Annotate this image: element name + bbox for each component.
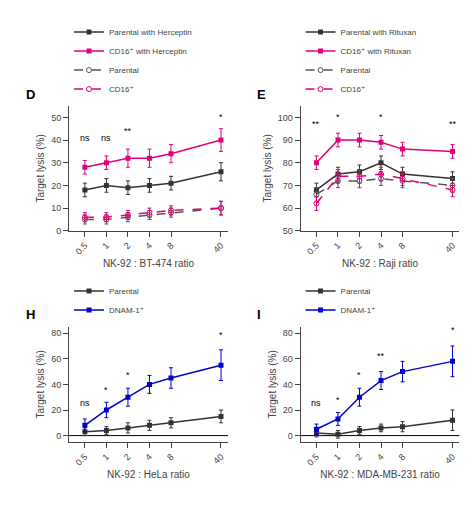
svg-text:*: * (379, 112, 383, 122)
svg-text:100: 100 (278, 113, 293, 123)
svg-text:50: 50 (283, 226, 293, 236)
svg-text:*: * (104, 385, 108, 395)
svg-text:1: 1 (100, 452, 111, 463)
svg-text:NK-92 : Raji ratio: NK-92 : Raji ratio (342, 258, 419, 269)
svg-text:NK-92 : BT-474 ratio: NK-92 : BT-474 ratio (103, 258, 195, 269)
svg-text:**: ** (377, 351, 385, 361)
svg-text:Target lysis (%): Target lysis (%) (35, 350, 46, 418)
svg-text:Target lysis (%): Target lysis (%) (262, 134, 273, 202)
svg-text:0.5: 0.5 (74, 241, 90, 257)
svg-text:0: 0 (56, 226, 61, 236)
svg-text:4: 4 (143, 241, 154, 252)
svg-text:DNAM-1⁺: DNAM-1⁺ (341, 306, 376, 315)
svg-text:90: 90 (283, 135, 293, 145)
svg-text:**: ** (124, 126, 132, 136)
svg-text:40: 40 (51, 135, 61, 145)
svg-text:8: 8 (165, 241, 176, 252)
svg-text:4: 4 (375, 452, 386, 463)
svg-text:Parental: Parental (109, 287, 139, 296)
svg-text:2: 2 (122, 452, 133, 463)
svg-text:ns: ns (80, 398, 90, 408)
svg-text:40: 40 (211, 241, 225, 255)
svg-text:I: I (257, 307, 261, 322)
svg-text:80: 80 (283, 158, 293, 168)
svg-text:70: 70 (283, 181, 293, 191)
svg-text:2: 2 (353, 241, 364, 252)
svg-text:*: * (219, 112, 223, 122)
svg-text:*: * (451, 325, 455, 335)
svg-text:60: 60 (283, 203, 293, 213)
svg-text:40: 40 (211, 452, 225, 466)
svg-text:0.5: 0.5 (74, 452, 90, 468)
svg-text:0: 0 (56, 431, 61, 441)
svg-text:**: ** (449, 119, 457, 129)
svg-text:E: E (257, 87, 266, 102)
svg-text:CD16⁺ with Rituxan: CD16⁺ with Rituxan (341, 47, 411, 56)
svg-text:4: 4 (143, 452, 154, 463)
svg-text:20: 20 (51, 181, 61, 191)
svg-text:CD16⁺ with Herceptin: CD16⁺ with Herceptin (109, 47, 187, 56)
svg-text:NK-92 : MDA-MB-231 ratio: NK-92 : MDA-MB-231 ratio (320, 469, 440, 480)
svg-text:2: 2 (122, 241, 133, 252)
svg-text:Target lysis (%): Target lysis (%) (267, 350, 278, 418)
svg-text:Target lysis (%): Target lysis (%) (35, 134, 46, 202)
svg-text:Parental: Parental (341, 287, 371, 296)
svg-text:60: 60 (283, 354, 293, 364)
svg-text:*: * (357, 370, 361, 380)
svg-text:8: 8 (165, 452, 176, 463)
svg-text:1: 1 (100, 241, 111, 252)
svg-text:DNAM-1⁺: DNAM-1⁺ (109, 306, 144, 315)
svg-text:40: 40 (443, 452, 457, 466)
svg-text:50: 50 (51, 113, 61, 123)
svg-text:*: * (336, 112, 340, 122)
svg-text:2: 2 (353, 452, 364, 463)
svg-text:NK-92 : HeLa ratio: NK-92 : HeLa ratio (107, 469, 190, 480)
svg-text:10: 10 (51, 203, 61, 213)
svg-text:20: 20 (51, 405, 61, 415)
svg-text:1: 1 (332, 241, 343, 252)
svg-text:CD16⁺: CD16⁺ (109, 85, 134, 94)
svg-text:*: * (126, 370, 130, 380)
svg-text:0.5: 0.5 (305, 241, 321, 257)
svg-text:ns: ns (311, 398, 321, 408)
svg-text:40: 40 (443, 241, 457, 255)
svg-text:80: 80 (51, 328, 61, 338)
svg-text:*: * (336, 395, 340, 405)
svg-text:0: 0 (288, 431, 293, 441)
svg-text:0.5: 0.5 (305, 452, 321, 468)
svg-text:H: H (26, 307, 35, 322)
svg-text:**: ** (312, 119, 320, 129)
svg-text:Parental: Parental (109, 66, 139, 75)
svg-text:D: D (26, 87, 35, 102)
svg-text:Parental: Parental (341, 66, 371, 75)
svg-text:4: 4 (375, 241, 386, 252)
svg-text:*: * (219, 330, 223, 340)
svg-text:ns: ns (80, 133, 90, 143)
svg-text:ns: ns (101, 133, 111, 143)
svg-text:CD16⁺: CD16⁺ (341, 85, 366, 94)
svg-text:Parental with Rituxan: Parental with Rituxan (341, 28, 417, 37)
svg-text:40: 40 (51, 380, 61, 390)
svg-text:60: 60 (51, 354, 61, 364)
svg-text:8: 8 (397, 452, 408, 463)
svg-text:80: 80 (283, 328, 293, 338)
svg-text:8: 8 (397, 241, 408, 252)
svg-text:1: 1 (332, 452, 343, 463)
svg-text:40: 40 (283, 380, 293, 390)
svg-text:20: 20 (283, 405, 293, 415)
svg-text:30: 30 (51, 158, 61, 168)
svg-text:Parental with Herceptin: Parental with Herceptin (109, 28, 192, 37)
